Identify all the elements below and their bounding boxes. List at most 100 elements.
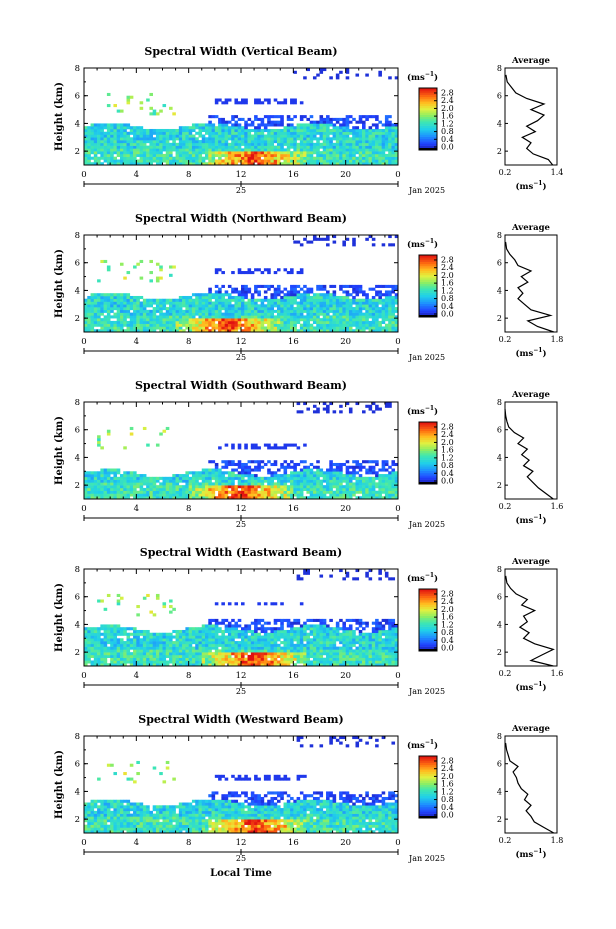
x-tick-label: 16: [288, 838, 299, 848]
y-tick-label: 8: [75, 732, 80, 742]
heatmap-cells: [84, 736, 399, 834]
date-month: Jan 2025: [408, 520, 445, 529]
average-x-label: (ms−1): [515, 347, 546, 359]
beam-panel-0: Spectral Width (Vertical Beam) 2 4 6 8 Height…: [54, 45, 563, 195]
date-month: Jan 2025: [408, 854, 445, 863]
y-axis-label: Height (km): [54, 750, 65, 819]
average-y-tick-label: 8: [497, 732, 502, 741]
average-y-tick-label: 8: [497, 565, 502, 574]
average-profile-panel: Average 2 4 6 8 0.2 1.8 (ms−1): [497, 724, 563, 860]
x-tick-label: 20: [340, 671, 351, 681]
x-tick-label: 4: [134, 337, 139, 347]
x-tick-label: 4: [134, 504, 139, 514]
y-axis-label: Height (km): [54, 249, 65, 318]
colorbar-tick-label: 0.8: [441, 127, 454, 136]
date-day: 25: [236, 353, 246, 362]
x-tick-label: 20: [340, 337, 351, 347]
colorbar-tick-label: 0.4: [441, 469, 454, 478]
beam-panel-2: Spectral Width (Southward Beam) 2 4 6 8 Heigh…: [54, 379, 563, 529]
colorbar-tick-label: 2.0: [441, 271, 454, 280]
colorbar-tick-label: 1.6: [441, 112, 454, 121]
colorbar-tick-label: 0.4: [441, 135, 454, 144]
x-tick-label: 12: [236, 337, 247, 347]
date-day: 25: [236, 687, 246, 696]
x-tick-label: 12: [236, 504, 247, 514]
average-x-label: (ms−1): [515, 681, 546, 693]
colorbar-tick-label: 1.6: [441, 613, 454, 622]
average-x-tick-label: 1.8: [551, 335, 564, 344]
colorbar-tick-label: 2.0: [441, 772, 454, 781]
average-y-tick-label: 2: [497, 481, 502, 490]
colorbar-tick-label: 2.4: [441, 430, 454, 439]
average-x-tick-label: 0.2: [499, 335, 512, 344]
beam-panel-3: Spectral Width (Eastward Beam) 2 4 6 8 Height…: [54, 546, 563, 696]
average-profile-line: [505, 74, 554, 166]
colorbar-tick-label: 1.2: [441, 453, 454, 462]
y-tick-label: 4: [75, 787, 80, 797]
colorbar-unit: (ms−1): [407, 238, 438, 250]
average-profile-line: [505, 742, 555, 834]
y-tick-label: 4: [75, 453, 80, 463]
x-tick-label: 0: [81, 170, 86, 180]
colorbar: (ms−1)2.82.42.01.61.20.80.40.0: [407, 739, 454, 820]
beam-panel-1: Spectral Width (Northward Beam) 2 4 6 8 Heigh…: [54, 212, 563, 362]
colorbar-tick-label: 0.4: [441, 636, 454, 645]
average-profile-panel: Average 2 4 6 8 0.2 1.8 (ms−1): [497, 223, 563, 359]
y-axis-label: Height (km): [54, 416, 65, 485]
x-tick-label: 0: [395, 671, 400, 681]
x-tick-label: 16: [288, 170, 299, 180]
average-y-tick-label: 8: [497, 398, 502, 407]
colorbar-tick-label: 0.8: [441, 795, 454, 804]
colorbar-tick-label: 1.2: [441, 620, 454, 629]
colorbar-tick-label: 2.0: [441, 605, 454, 614]
average-frame: [504, 67, 558, 166]
heatmap-cells: [84, 569, 399, 667]
average-x-label: (ms−1): [515, 848, 546, 860]
colorbar-tick-label: 2.4: [441, 263, 454, 272]
x-tick-label: 20: [340, 170, 351, 180]
average-x-tick-label: 1.6: [551, 669, 564, 678]
y-axis-label: Height (km): [54, 82, 65, 151]
y-tick-label: 6: [75, 426, 80, 436]
average-y-tick-label: 6: [497, 92, 502, 101]
average-profile-panel: Average 2 4 6 8 0.2 1.4 (ms−1): [497, 56, 563, 192]
bottom-x-axis-label: Local Time: [210, 868, 272, 879]
x-tick-label: 0: [395, 170, 400, 180]
date-month: Jan 2025: [408, 687, 445, 696]
colorbar: (ms−1)2.82.42.01.61.20.80.40.0: [407, 238, 454, 319]
colorbar-frame: [418, 87, 438, 151]
colorbar-tick-label: 2.0: [441, 438, 454, 447]
y-tick-label: 2: [75, 815, 80, 825]
heatmap-cells: [84, 235, 399, 333]
heatmap-cells: [84, 402, 399, 500]
x-tick-label: 16: [288, 337, 299, 347]
x-tick-label: 0: [395, 337, 400, 347]
x-tick-label: 8: [186, 170, 191, 180]
average-frame: [504, 568, 558, 667]
average-frame: [504, 735, 558, 834]
average-y-tick-label: 4: [497, 286, 502, 295]
y-tick-label: 8: [75, 231, 80, 241]
colorbar-unit: (ms−1): [407, 572, 438, 584]
average-y-tick-label: 4: [497, 620, 502, 629]
colorbar-tick-label: 2.4: [441, 96, 454, 105]
colorbar-tick-label: 0.8: [441, 461, 454, 470]
average-y-tick-label: 2: [497, 314, 502, 323]
y-tick-label: 6: [75, 760, 80, 770]
y-tick-label: 6: [75, 92, 80, 102]
colorbar-tick-label: 1.2: [441, 787, 454, 796]
average-title: Average: [511, 56, 551, 66]
x-tick-label: 20: [340, 504, 351, 514]
date-day: 25: [236, 186, 246, 195]
y-tick-label: 2: [75, 481, 80, 491]
date-day: 25: [236, 520, 246, 529]
colorbar-tick-label: 0.8: [441, 294, 454, 303]
x-tick-label: 8: [186, 838, 191, 848]
average-y-tick-label: 4: [497, 453, 502, 462]
colorbar-tick-label: 1.6: [441, 780, 454, 789]
average-x-tick-label: 0.2: [499, 836, 512, 845]
colorbar-tick-label: 2.0: [441, 104, 454, 113]
average-title: Average: [511, 724, 551, 734]
heatmap-cells: [84, 68, 399, 166]
average-x-label: (ms−1): [515, 514, 546, 526]
